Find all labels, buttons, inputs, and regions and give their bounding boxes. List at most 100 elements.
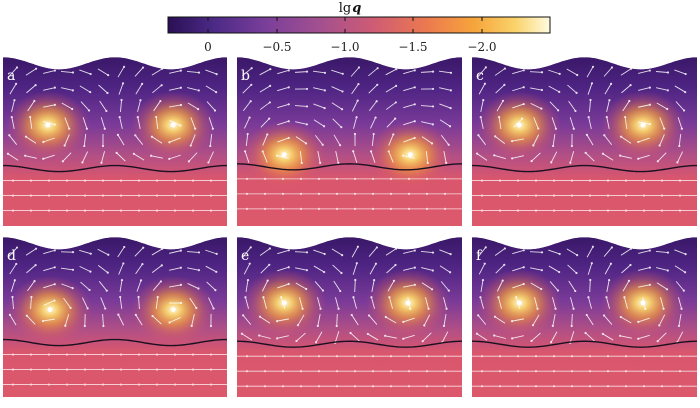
flow-arrow bbox=[656, 102, 668, 110]
arrow-head bbox=[537, 127, 540, 130]
streamline-marker bbox=[65, 179, 69, 182]
flow-arrow bbox=[152, 84, 162, 94]
flow-arrow bbox=[529, 251, 543, 253]
streamline-marker bbox=[570, 194, 574, 197]
flow-arrow bbox=[585, 152, 595, 162]
arrow-head bbox=[493, 334, 496, 337]
arrow-head bbox=[449, 107, 452, 110]
arrow-head bbox=[552, 144, 555, 148]
flow-arrow bbox=[530, 87, 542, 91]
arrow-head bbox=[29, 115, 32, 119]
arrow-head bbox=[33, 280, 36, 283]
arrow-head bbox=[71, 251, 75, 254]
flow-arrow bbox=[620, 68, 632, 76]
arrow-head bbox=[483, 82, 487, 85]
flow-arrow bbox=[331, 86, 343, 92]
flow-arrow bbox=[277, 103, 289, 109]
arrow-head bbox=[623, 296, 626, 299]
arrow-head bbox=[179, 69, 182, 72]
streamline-marker bbox=[389, 355, 393, 358]
streamline-marker bbox=[480, 209, 484, 212]
streamline-marker bbox=[173, 383, 177, 386]
flow-arrow bbox=[60, 267, 74, 271]
streamline-marker bbox=[245, 207, 249, 210]
arrow-head bbox=[522, 266, 525, 269]
flow-arrow bbox=[336, 313, 338, 327]
flow-arrow bbox=[189, 297, 197, 309]
streamline-marker bbox=[245, 385, 249, 388]
flow-arrow bbox=[99, 100, 107, 112]
flow-arrow bbox=[169, 284, 181, 288]
arrow-head bbox=[10, 116, 13, 119]
arrow-head bbox=[608, 99, 611, 102]
flow-arrow bbox=[294, 251, 308, 253]
flow-arrow bbox=[152, 315, 162, 325]
streamline-marker bbox=[353, 207, 357, 210]
streamline-marker bbox=[425, 192, 429, 195]
flow-arrow bbox=[551, 117, 557, 129]
flow-arrow bbox=[335, 151, 339, 163]
flow-arrow bbox=[151, 136, 163, 144]
flow-arrow bbox=[494, 154, 506, 160]
streamline-marker bbox=[137, 368, 141, 371]
flow-arrow bbox=[480, 280, 484, 292]
arrow-head bbox=[356, 99, 359, 102]
flow-arrow bbox=[242, 100, 252, 112]
flow-arrow bbox=[353, 117, 357, 129]
flow-arrow bbox=[242, 247, 252, 257]
flow-arrow bbox=[332, 118, 342, 128]
arrow-head bbox=[479, 296, 482, 299]
flow-arrow bbox=[260, 118, 270, 128]
flow-arrow bbox=[567, 264, 577, 274]
flow-arrow bbox=[43, 104, 55, 108]
flow-arrow bbox=[169, 267, 181, 271]
streamline-marker bbox=[191, 353, 195, 356]
arrow-head bbox=[648, 249, 651, 252]
streamline-marker bbox=[516, 385, 520, 388]
arrow-head bbox=[179, 283, 182, 286]
arrow-head bbox=[13, 99, 16, 102]
arrow-head bbox=[168, 141, 171, 144]
arrow-head bbox=[276, 320, 279, 323]
arrow-head bbox=[409, 307, 412, 310]
flow-arrow bbox=[295, 282, 307, 290]
flow-arrow bbox=[81, 151, 89, 163]
lower-streamlines bbox=[472, 179, 697, 212]
arrow-head bbox=[194, 127, 197, 130]
flow-arrow bbox=[243, 263, 251, 275]
flow-arrow bbox=[26, 84, 36, 94]
arrow-head bbox=[497, 115, 501, 119]
flow-arrow bbox=[297, 314, 305, 326]
flow-arrow bbox=[209, 133, 213, 147]
arrow-head bbox=[536, 307, 539, 310]
flow-arrow bbox=[512, 103, 524, 109]
arrow-head bbox=[413, 266, 416, 269]
flow-arrow bbox=[620, 136, 632, 144]
arrow-head bbox=[266, 279, 269, 282]
flow-arrow bbox=[313, 265, 325, 273]
arrow-head bbox=[394, 263, 397, 267]
arrow-head bbox=[15, 66, 19, 69]
arrow-head bbox=[248, 116, 251, 119]
arrow-head bbox=[123, 245, 126, 249]
arrow-head bbox=[531, 324, 535, 327]
arrow-head bbox=[601, 332, 604, 336]
flow-arrow bbox=[294, 71, 308, 73]
streamline-marker bbox=[173, 179, 177, 182]
arrow-head bbox=[602, 314, 606, 317]
arrow-head bbox=[338, 144, 342, 147]
streamline-marker bbox=[498, 209, 502, 212]
flow-arrow bbox=[60, 71, 74, 73]
arrow-head bbox=[179, 301, 183, 305]
arrow-head bbox=[118, 116, 121, 119]
flow-arrow bbox=[117, 66, 125, 78]
arrow-head bbox=[105, 289, 108, 292]
arrow-head bbox=[589, 98, 592, 102]
flow-arrow bbox=[186, 251, 200, 253]
arrow-head bbox=[372, 132, 375, 136]
arrow-head bbox=[24, 135, 28, 138]
streamline-marker bbox=[209, 209, 213, 212]
streamline-marker bbox=[83, 209, 87, 212]
streamline-marker bbox=[371, 355, 375, 358]
arrow-head bbox=[249, 246, 252, 249]
